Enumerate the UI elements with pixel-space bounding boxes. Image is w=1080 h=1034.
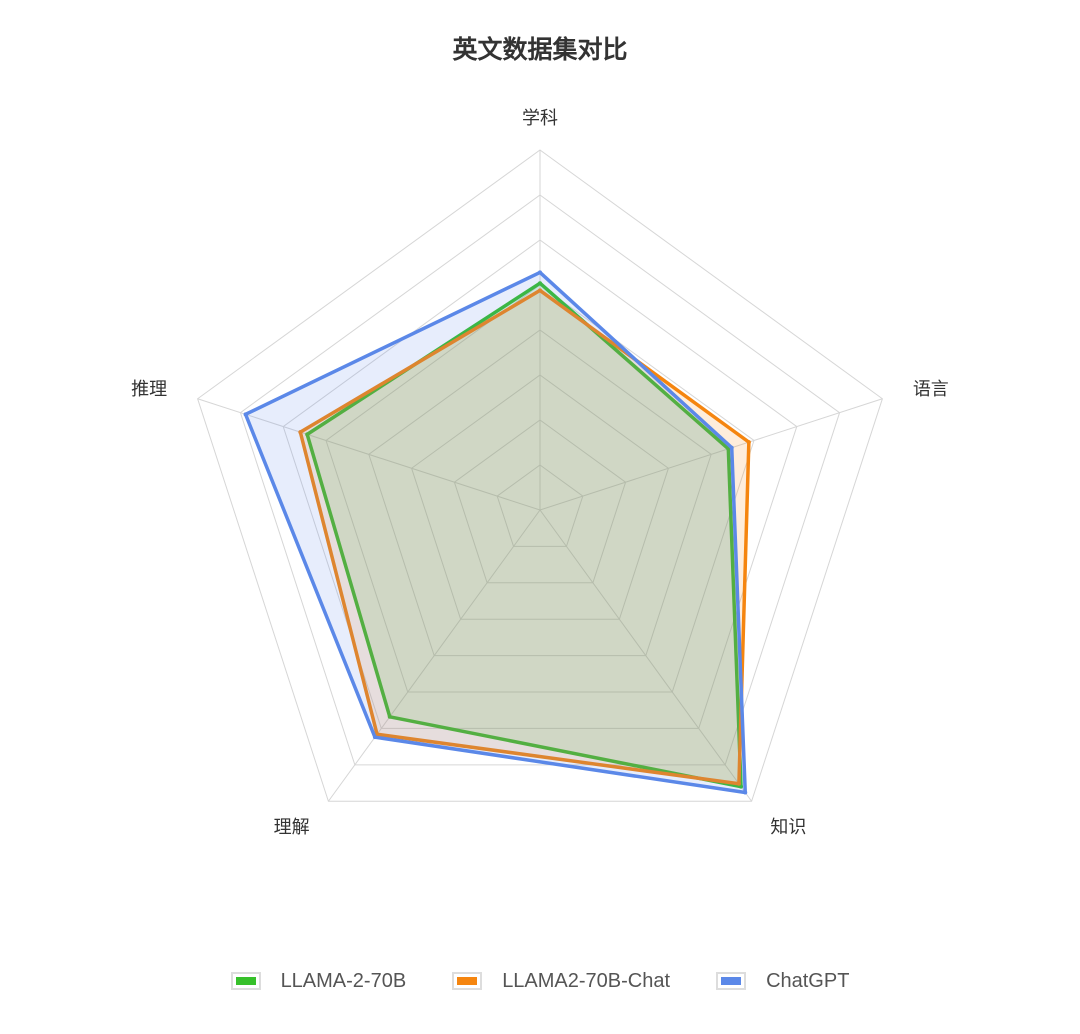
legend-swatch	[452, 972, 483, 990]
data-point-llama2-70b-chat	[538, 288, 542, 293]
legend-label: ChatGPT	[766, 969, 850, 992]
legend-label: LLAMA2-70B-Chat	[502, 969, 671, 992]
legend-item-llama-2-70b[interactable]: LLAMA-2-70B	[230, 969, 407, 993]
axis-line	[197, 398, 541, 511]
legend-item-llama2-70b-chat[interactable]: LLAMA2-70B-Chat	[452, 970, 670, 993]
legend-label: LLAMA-2-70B	[280, 969, 407, 992]
grid-ring	[411, 374, 669, 620]
series-area-chatgpt	[243, 270, 748, 795]
axis-label: 学科	[522, 108, 558, 129]
grid-ring	[282, 239, 798, 729]
data-point-chatgpt	[243, 412, 248, 417]
data-point-chatgpt	[743, 790, 748, 795]
legend-swatch	[230, 972, 261, 990]
grid-ring	[368, 329, 712, 657]
radar-series	[243, 270, 751, 795]
axis-line	[327, 509, 541, 802]
axis-label: 推理	[131, 379, 167, 400]
axis-line	[539, 509, 753, 802]
data-point-chatgpt	[538, 270, 542, 275]
axis-line	[539, 398, 883, 511]
data-point-llama-2-70b	[387, 714, 392, 719]
data-point-llama-2-70b	[739, 784, 744, 789]
legend-swatch	[716, 972, 747, 990]
legend-item-chatgpt[interactable]: ChatGPT	[716, 970, 849, 993]
axis-label: 知识	[770, 817, 806, 838]
grid-ring	[239, 194, 841, 766]
grid-ring	[496, 464, 584, 547]
data-point-llama2-70b-chat	[736, 781, 741, 786]
data-point-chatgpt	[729, 445, 734, 450]
data-point-llama2-70b-chat	[746, 440, 751, 445]
grid-ring	[453, 419, 627, 584]
series-area-llama2-70b-chat	[298, 288, 751, 786]
data-point-llama-2-70b	[305, 432, 310, 437]
grid-ring	[325, 284, 755, 693]
radar-grid	[197, 149, 883, 802]
axis-label: 理解	[274, 817, 310, 838]
data-point-chatgpt	[372, 735, 377, 740]
grid-ring	[197, 149, 883, 802]
axis-label: 语言	[913, 379, 949, 400]
series-area-llama-2-70b	[305, 281, 743, 789]
chart-title: 英文数据集对比	[452, 35, 628, 64]
legend: LLAMA-2-70B LLAMA2-70B-Chat ChatGPT	[0, 966, 1080, 996]
data-point-llama-2-70b	[538, 281, 542, 286]
data-point-llama2-70b-chat	[298, 430, 303, 435]
